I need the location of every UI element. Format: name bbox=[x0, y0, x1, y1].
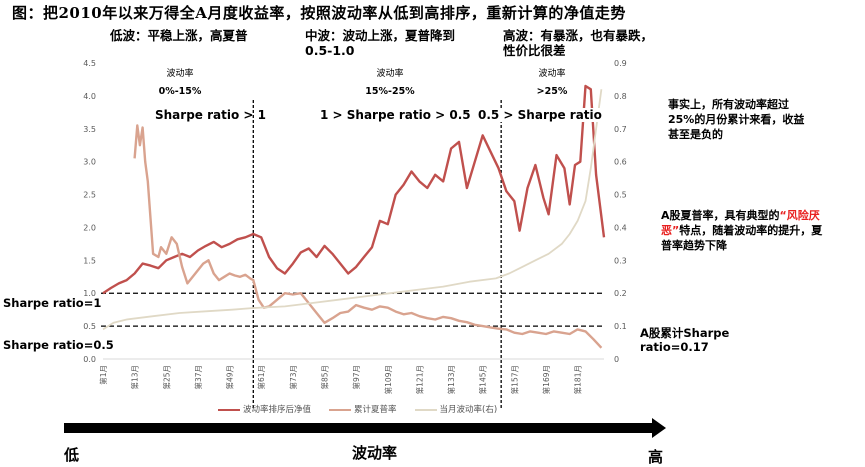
series-line-volatility bbox=[102, 89, 603, 331]
y-left-tick-label: 0.5 bbox=[83, 322, 96, 331]
x-tick-label: 第133月 bbox=[446, 365, 456, 394]
zone-low-heading: 低波：平稳上涨，高夏普 bbox=[110, 28, 248, 43]
x-tick-label: 第121月 bbox=[414, 365, 424, 394]
note-risk-aversion: A股夏普率，具有典型的“风险厌恶”特点，随着波动率的提升，夏普率趋势下降 bbox=[661, 208, 831, 253]
y-left-tick-label: 1.0 bbox=[83, 289, 96, 298]
legend-label: 波动率排序后净值 bbox=[243, 405, 312, 415]
legend-swatch bbox=[414, 408, 437, 411]
y-left-tick-label: 4.0 bbox=[83, 92, 96, 101]
y-right-tick-label: 0.3 bbox=[614, 256, 627, 265]
y-right-tick-label: 0.5 bbox=[614, 191, 627, 200]
x-tick-label: 第181月 bbox=[573, 365, 583, 394]
y-left-tick-label: 0.0 bbox=[83, 355, 96, 364]
y-left-tick-label: 2.5 bbox=[83, 191, 96, 200]
x-tick-label: 第37月 bbox=[193, 365, 203, 390]
vol-range: 0%-15% bbox=[158, 86, 202, 97]
legend-swatch bbox=[329, 408, 352, 411]
legend-label: 累计夏普率 bbox=[354, 405, 397, 415]
x-tick-label: 第169月 bbox=[541, 365, 551, 394]
y-right-tick-label: 0.7 bbox=[614, 125, 627, 134]
note-text: 特点，随着波动率的提升，夏普率趋势下降 bbox=[661, 224, 823, 252]
vol-range: 15%-25% bbox=[365, 86, 415, 97]
sharpe-1-label: Sharpe ratio=1 bbox=[2, 296, 103, 310]
x-tick-label: 第13月 bbox=[130, 365, 140, 390]
y-left-tick-label: 3.5 bbox=[83, 125, 96, 134]
x-tick-label: 第61月 bbox=[256, 365, 266, 390]
y-right-tick-label: 0.9 bbox=[614, 59, 627, 68]
x-tick-label: 第97月 bbox=[351, 365, 361, 390]
y-right-tick-label: 0.6 bbox=[614, 158, 627, 167]
note-negative-returns: 事实上，所有波动率超过25%的月份累计来看，收益甚至是负的 bbox=[668, 98, 805, 141]
regime-mid: 1 > Sharpe ratio > 0.5 bbox=[320, 108, 471, 122]
regime-high: 0.5 > Sharpe ratio bbox=[476, 108, 604, 122]
series-line-sharpe bbox=[133, 124, 603, 349]
legend-item-sharpe: 累计夏普率 bbox=[329, 403, 397, 415]
regime-low: Sharpe ratio > 1 bbox=[155, 108, 266, 122]
a-share-sharpe-label: A股累计Sharpe ratio=0.17 bbox=[640, 326, 730, 354]
x-tick-label: 第49月 bbox=[225, 365, 235, 390]
vol-range: >25% bbox=[536, 86, 568, 97]
series-line-nav bbox=[102, 84, 606, 295]
chart-legend: 波动率排序后净值 累计夏普率 当月波动率(右) bbox=[218, 403, 497, 415]
x-tick-label: 第25月 bbox=[161, 365, 171, 390]
note-highlight: “风险厌恶” bbox=[661, 209, 820, 237]
y-left-tick-label: 2.0 bbox=[83, 223, 96, 232]
zone-mid-vol: 波动率 15%-25% bbox=[360, 66, 420, 100]
sharpe-05-label: Sharpe ratio=0.5 bbox=[2, 338, 115, 352]
arrow-mid-label: 波动率 bbox=[352, 444, 398, 462]
x-tick-label: 第85月 bbox=[319, 365, 329, 390]
figure-title: 图：把2010年以来万得全A月度收益率，按照波动率从低到高排序，重新计算的净值走… bbox=[12, 4, 626, 22]
zone-high-heading: 高波：有暴涨，也有暴跌，性价比很差 bbox=[503, 28, 654, 58]
y-right-tick-label: 0.8 bbox=[614, 92, 627, 101]
zone-mid-heading: 中波：波动上涨，夏普降到0.5-1.0 bbox=[305, 28, 456, 58]
legend-swatch bbox=[218, 408, 240, 411]
y-right-tick-label: 0.1 bbox=[614, 322, 627, 331]
vol-label: 波动率 bbox=[376, 69, 404, 79]
x-tick-label: 第145月 bbox=[478, 365, 488, 394]
volatility-arrow-shaft bbox=[64, 423, 654, 433]
zone-high-vol: 波动率 >25% bbox=[522, 66, 582, 100]
y-right-tick-label: 0 bbox=[614, 355, 619, 364]
x-tick-label: 第1月 bbox=[98, 365, 108, 385]
x-tick-label: 第73月 bbox=[288, 365, 298, 390]
legend-label: 当月波动率(右) bbox=[439, 405, 498, 415]
legend-item-nav: 波动率排序后净值 bbox=[218, 403, 311, 415]
legend-item-vol: 当月波动率(右) bbox=[414, 403, 498, 415]
y-left-tick-label: 3.0 bbox=[83, 158, 96, 167]
note-text: A股夏普率，具有典型的 bbox=[661, 209, 780, 222]
x-tick-label: 第157月 bbox=[509, 365, 519, 394]
vol-label: 波动率 bbox=[166, 69, 194, 79]
arrow-head-icon bbox=[652, 418, 666, 438]
y-left-tick-label: 4.5 bbox=[83, 59, 96, 68]
zone-low-vol: 波动率 0%-15% bbox=[150, 66, 210, 100]
arrow-low-label: 低 bbox=[64, 446, 80, 464]
y-right-tick-label: 0.4 bbox=[614, 223, 627, 232]
arrow-high-label: 高 bbox=[648, 448, 664, 466]
x-tick-label: 第109月 bbox=[383, 365, 393, 394]
y-right-tick-label: 0.2 bbox=[614, 289, 627, 298]
vol-label: 波动率 bbox=[538, 69, 566, 79]
y-left-tick-label: 1.5 bbox=[83, 256, 96, 265]
